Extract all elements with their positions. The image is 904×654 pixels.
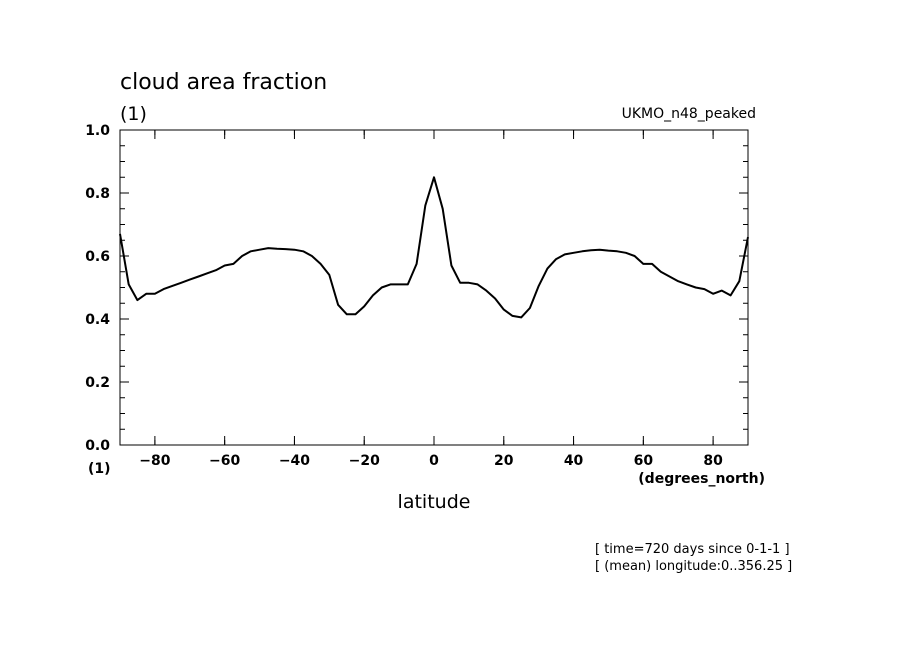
y-tick-label: 1.0	[85, 123, 110, 139]
x-tick-label: 0	[429, 453, 439, 469]
x-tick-label: −40	[279, 453, 310, 469]
x-tick-label: 20	[494, 453, 514, 469]
model-label: UKMO_n48_peaked	[622, 106, 756, 122]
note-longitude: [ (mean) longitude:0..356.25 ]	[595, 559, 792, 574]
x-tick-label: 80	[703, 453, 723, 469]
chart-title: cloud area fraction	[120, 70, 327, 95]
y-tick-label: 0.6	[85, 249, 110, 265]
y-tick-label: 0.8	[85, 186, 110, 202]
axis-ticks	[120, 129, 748, 446]
x-tick-label: −20	[349, 453, 380, 469]
series-line	[119, 176, 749, 319]
x-tick-label: −80	[139, 453, 170, 469]
y-units-label: (1)	[120, 103, 147, 125]
x-units-corner-label: (1)	[88, 461, 111, 477]
note-time: [ time=720 days since 0-1-1 ]	[595, 542, 790, 557]
x-tick-label: 40	[564, 453, 584, 469]
y-tick-label: 0.0	[85, 438, 110, 454]
tick-labels: −80 −60 −40 −20 0 20 40 60 80 0.0 0.2 0.4 0.6 0.8 1.0	[85, 123, 723, 469]
y-tick-label: 0.4	[85, 312, 110, 328]
x-axis-title: latitude	[398, 491, 471, 513]
x-tick-label: 60	[634, 453, 654, 469]
x-tick-label: −60	[209, 453, 240, 469]
y-tick-label: 0.2	[85, 375, 110, 391]
x-units-label: (degrees_north)	[638, 471, 765, 487]
